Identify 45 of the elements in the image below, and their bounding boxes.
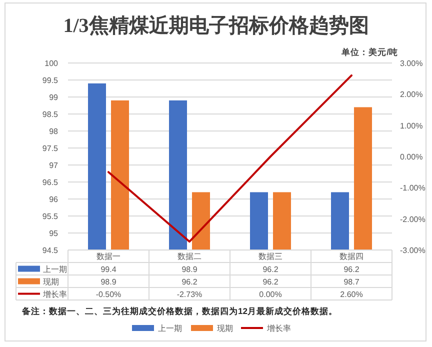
data-label: -2.73% [176,290,202,299]
chart-title: 1/3焦精煤近期电子招标价格趋势图 [63,14,369,37]
legend-label: 现期 [43,277,59,286]
y2-tick-label: 1.00% [400,121,423,130]
y-tick-label: 98.5 [42,110,59,119]
chart-subtitle: 单位：美元/吨 [340,47,398,57]
y-tick-label: 97 [49,161,59,170]
y-tick-label: 95.5 [42,212,59,221]
y2-tick-label: 3.00% [400,59,423,68]
data-label: 96.2 [344,264,360,274]
y2-tick-label: -3.00% [400,246,426,255]
x-tick-label: 数据二 [178,252,202,261]
legend-label: 上一期 [43,264,67,274]
y-tick-label: 98 [49,127,59,136]
y2-tick-label: -1.00% [400,184,426,193]
y-tick-label: 95 [49,229,59,238]
data-label: 98.9 [100,277,117,286]
y-tick-label: 97.5 [42,144,59,153]
y-tick-label: 99 [49,93,59,102]
text: 增长率 [267,324,291,333]
data-label: 99.4 [100,264,117,274]
data-label: 0.00% [259,290,282,299]
y-tick-label: 96.5 [42,178,59,187]
legend-label: 增长率 [42,290,67,299]
data-label: 98.9 [182,264,198,274]
data-label: 98.7 [344,277,360,286]
data-label: 96.2 [182,277,198,286]
data-label: 96.2 [262,277,279,286]
y-tick-label: 99.5 [42,76,59,85]
y-tick-label: 94.5 [42,246,59,255]
x-tick-label: 数据四 [340,252,364,261]
text: 上一期 [158,324,182,333]
text: 现期 [217,324,233,333]
data-label: -0.50% [96,290,122,299]
y-tick-label: 96 [49,195,59,204]
line-series [108,74,352,243]
data-label: 96.2 [262,264,279,274]
data-label: 2.60% [340,290,363,299]
y-tick-label: 100 [44,59,59,68]
y2-tick-label: 0.00% [400,152,423,162]
text: 备注：数据一、二、三为往期成交价格数据，数据四为12月最新成交价格数据。 [21,306,338,316]
x-tick-label: 数据三 [258,252,282,261]
y2-tick-label: 2.00% [400,90,423,100]
x-tick-label: 数据一 [96,252,120,261]
y2-tick-label: -2.00% [400,214,426,224]
